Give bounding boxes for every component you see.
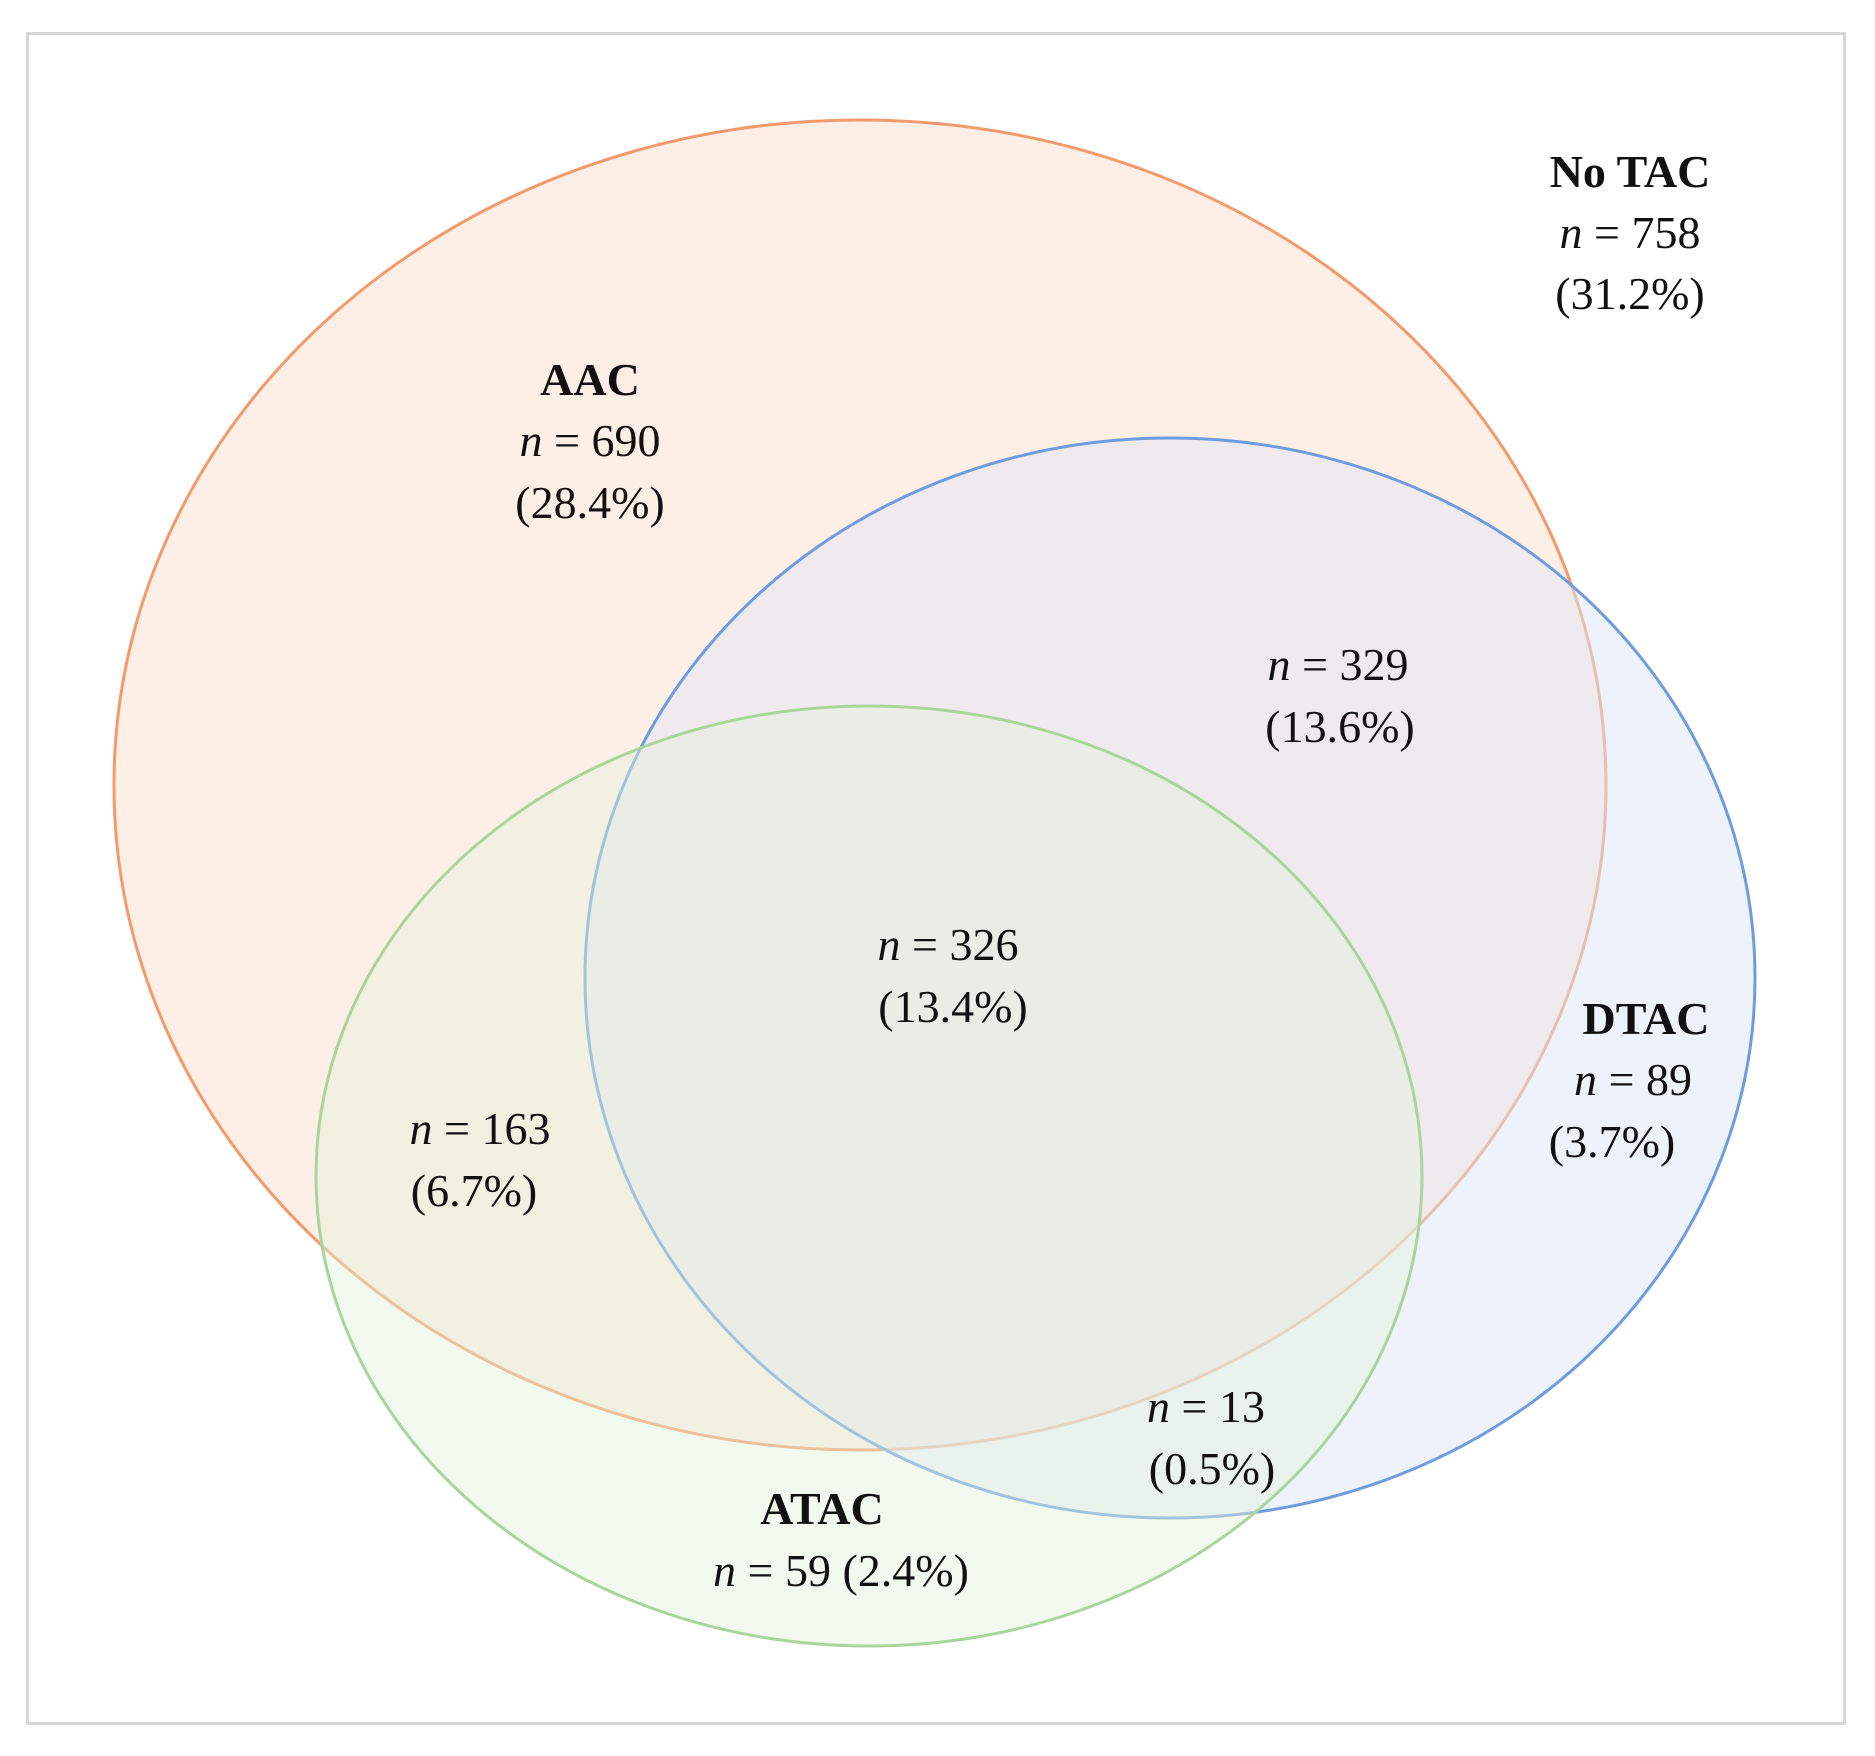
- dtac-label-group: DTAC n = 89 (3.7%): [1549, 993, 1710, 1167]
- dtac-atac-n-value: = 13: [1182, 1381, 1265, 1432]
- aac-n-symbol: n: [520, 415, 543, 466]
- aac-count: n = 690: [520, 415, 661, 466]
- all-three-count: n = 326: [878, 919, 1019, 970]
- aac-dtac-label-group: n = 329 (13.6%): [1265, 639, 1414, 752]
- dtac-n-symbol: n: [1574, 1054, 1597, 1105]
- aac-dtac-n-value: = 329: [1302, 639, 1408, 690]
- aac-atac-label-group: n = 163 (6.7%): [410, 1103, 551, 1216]
- aac-n-value: = 690: [554, 415, 660, 466]
- all-three-label-group: n = 326 (13.4%): [878, 919, 1028, 1032]
- all-three-percent: (13.4%): [878, 981, 1027, 1032]
- atac-count: n = 59 (2.4%): [713, 1545, 969, 1596]
- dtac-percent: (3.7%): [1549, 1116, 1675, 1167]
- no-tac-count: n = 758: [1560, 207, 1701, 258]
- aac-atac-n-symbol: n: [410, 1103, 433, 1154]
- dtac-count: n = 89: [1574, 1054, 1692, 1105]
- atac-ellipse: [314, 704, 1424, 1648]
- dtac-atac-label-group: n = 13 (0.5%): [1147, 1381, 1275, 1494]
- aac-atac-percent: (6.7%): [411, 1165, 537, 1216]
- atac-title: ATAC: [760, 1483, 884, 1534]
- no-tac-n-value: = 758: [1594, 207, 1700, 258]
- atac-n-value: = 59 (2.4%): [748, 1545, 969, 1596]
- atac-n-symbol: n: [713, 1545, 736, 1596]
- aac-percent: (28.4%): [515, 477, 664, 528]
- aac-label-group: AAC n = 690 (28.4%): [515, 354, 664, 528]
- no-tac-title: No TAC: [1550, 146, 1711, 197]
- dtac-atac-percent: (0.5%): [1149, 1443, 1275, 1494]
- dtac-n-value: = 89: [1609, 1054, 1692, 1105]
- dtac-ellipse: [583, 436, 1757, 1520]
- no-tac-n-symbol: n: [1560, 207, 1583, 258]
- aac-dtac-percent: (13.6%): [1265, 701, 1414, 752]
- all-three-n-symbol: n: [878, 919, 901, 970]
- aac-title: AAC: [540, 354, 640, 405]
- all-three-n-value: = 326: [912, 919, 1018, 970]
- dtac-atac-count: n = 13: [1147, 1381, 1265, 1432]
- dtac-atac-n-symbol: n: [1147, 1381, 1170, 1432]
- no-tac-percent: (31.2%): [1555, 268, 1704, 319]
- aac-dtac-count: n = 329: [1268, 639, 1409, 690]
- atac-label-group: ATAC n = 59 (2.4%): [713, 1483, 969, 1596]
- no-tac-label-group: No TAC n = 758 (31.2%): [1550, 146, 1711, 319]
- aac-dtac-n-symbol: n: [1268, 639, 1291, 690]
- aac-atac-n-value: = 163: [444, 1103, 550, 1154]
- aac-atac-count: n = 163: [410, 1103, 551, 1154]
- dtac-title: DTAC: [1583, 993, 1710, 1044]
